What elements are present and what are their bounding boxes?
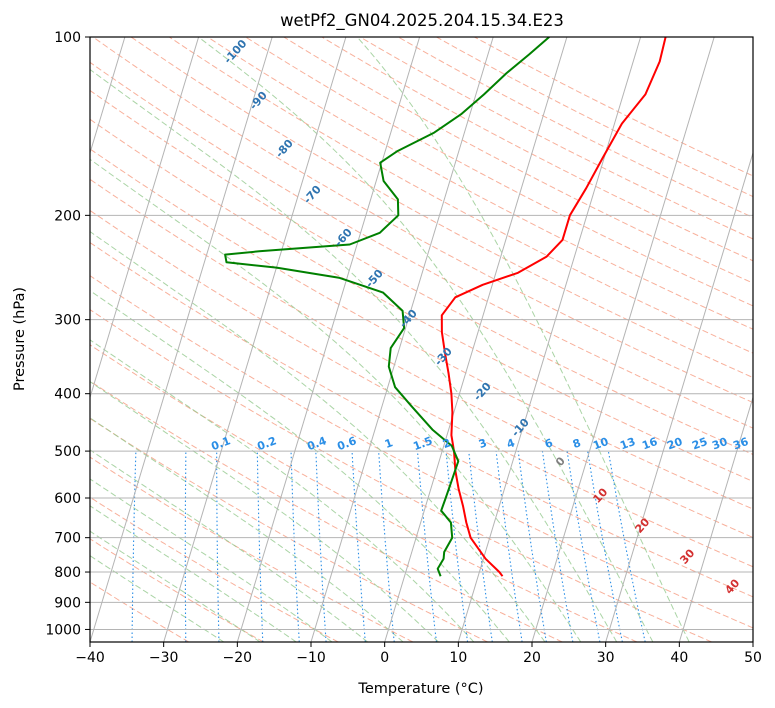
mixing-ratio-label: 25: [690, 435, 709, 452]
mixing-ratio-label: 6: [543, 436, 555, 451]
y-tick-label: 100: [54, 30, 81, 46]
dry-adiabat-line: [90, 148, 753, 510]
mixing-ratio-label: 8: [571, 436, 583, 451]
isotherm-line: [90, 37, 200, 400]
moist-adiabat-line: [198, 37, 654, 642]
moist-adiabat-line: [90, 449, 368, 642]
mixing-ratio-line: [416, 451, 437, 642]
mixing-ratio-label: 4: [505, 436, 517, 451]
x-tick-label: −10: [296, 650, 326, 666]
x-tick-label: 20: [523, 650, 541, 666]
x-tick-label: −40: [75, 650, 105, 666]
dry-adiabat-line: [283, 37, 753, 284]
moist-adiabat-line: [356, 37, 690, 642]
dry-adiabat-line: [90, 242, 753, 598]
mixing-ratio-label: 20: [665, 435, 684, 453]
dry-adiabat-line: [90, 417, 488, 642]
y-tick-label: 900: [54, 595, 81, 611]
dry-adiabat-line: [90, 275, 753, 629]
dry-adiabat-line: [90, 178, 753, 539]
mixing-ratio-line: [82, 451, 89, 642]
mixing-ratio-label: 0.6: [335, 434, 358, 453]
mixing-ratio-line: [351, 451, 366, 642]
grid-lines: [90, 37, 753, 642]
y-tick-label: 400: [54, 387, 81, 403]
x-tick-label: 30: [597, 650, 615, 666]
mixing-ratio-line: [607, 451, 646, 642]
x-tick-label: −30: [149, 650, 179, 666]
mixing-ratio-line: [378, 451, 395, 642]
y-tick-label: 200: [54, 208, 81, 224]
y-tick-label: 500: [54, 444, 81, 460]
isotherm-line: [605, 151, 753, 642]
dry-adiabat-line: [90, 581, 190, 642]
plot-background: [90, 37, 753, 642]
moist-adiabat-line: [90, 417, 404, 642]
x-tick-label: 10: [449, 650, 467, 666]
chart-title: wetPf2_GN04.2025.204.15.34.E23: [280, 11, 564, 31]
mixing-ratio-line: [517, 451, 547, 642]
isotherm-line: [236, 37, 421, 642]
mixing-ratio-label: 2: [441, 436, 453, 451]
x-tick-label: 40: [670, 650, 688, 666]
y-axis-ticks: 100 200 300 400 500 600 700 800 900 1000: [45, 30, 90, 638]
y-tick-label: 1000: [45, 622, 81, 638]
dry-adiabat-line: [90, 89, 753, 456]
plot-frame: [89, 36, 754, 643]
profile-series: [224, 37, 667, 577]
x-tick-label: 0: [380, 650, 389, 666]
x-axis-ticks: −40 −30 −20 −10 0 10 20 30 40 50: [75, 642, 762, 666]
isotherm-line: [90, 37, 126, 155]
isotherm-line: [384, 37, 568, 642]
y-axis-title: Pressure (hPa): [12, 287, 28, 391]
mixing-ratio-label: 1: [383, 436, 395, 451]
isotherm-line: [163, 37, 347, 642]
isotherm-line: [752, 640, 753, 642]
mixing-ratio-label: 36: [731, 435, 750, 453]
line-labels: 0.1 0.2 0.4 0.6 1 1.5 2 3 4 6 8 10 13 16 20 25 30 36-100-…: [209, 37, 750, 597]
y-tick-label: 700: [54, 531, 81, 547]
dry-adiabat-line: [90, 344, 638, 642]
isotherm-line: [310, 37, 494, 642]
isotherm-line: [457, 37, 642, 642]
dry-adiabat-line: [90, 309, 712, 642]
mixing-ratio-label: 0.1: [209, 434, 232, 453]
moist-adiabat-line: [90, 478, 333, 642]
isotherm-line: [531, 37, 715, 642]
mixing-ratio-label: 0.4: [305, 434, 328, 453]
moist-adiabat-line: [90, 339, 475, 642]
isotherm-line: [678, 395, 753, 642]
dry-adiabat-line: [90, 538, 264, 642]
dry-adiabat-line: [169, 37, 753, 354]
y-tick-label: 800: [54, 565, 81, 581]
moist-adiabat-line: [90, 230, 546, 642]
x-axis-title: Temperature (°C): [357, 681, 483, 697]
mixing-ratio-line: [468, 451, 493, 642]
moist-adiabat-line: [90, 381, 439, 642]
moist-adiabat-line: [90, 530, 261, 642]
dry-adiabat-line: [92, 37, 753, 404]
moist-adiabat-line: [90, 555, 225, 642]
mixing-ratio-label: 13: [618, 435, 637, 452]
isotherm-line: [90, 37, 273, 642]
mixing-ratio-line: [495, 451, 523, 642]
dry-adiabat-line: [245, 37, 753, 307]
moist-adiabat-line: [90, 290, 510, 642]
mixing-ratio-label: 16: [640, 435, 659, 453]
mixing-ratio-label: 30: [710, 435, 729, 453]
x-tick-label: −20: [223, 650, 253, 666]
mixing-ratio-label: 1.5: [411, 434, 434, 453]
y-tick-label: 300: [54, 313, 81, 329]
mixing-ratio-line: [445, 451, 469, 642]
dewpoint-profile-line: [224, 37, 550, 577]
mixing-ratio-label: 10: [591, 435, 610, 453]
dry-adiabat-line: [90, 380, 563, 642]
x-tick-label: 50: [744, 650, 762, 666]
mixing-ratio-label: 0.2: [255, 434, 278, 453]
temperature-profile-line: [440, 37, 667, 577]
y-tick-label: 600: [54, 491, 81, 507]
mixing-ratio-label: 3: [477, 436, 489, 451]
mixing-ratio-line: [587, 450, 623, 642]
